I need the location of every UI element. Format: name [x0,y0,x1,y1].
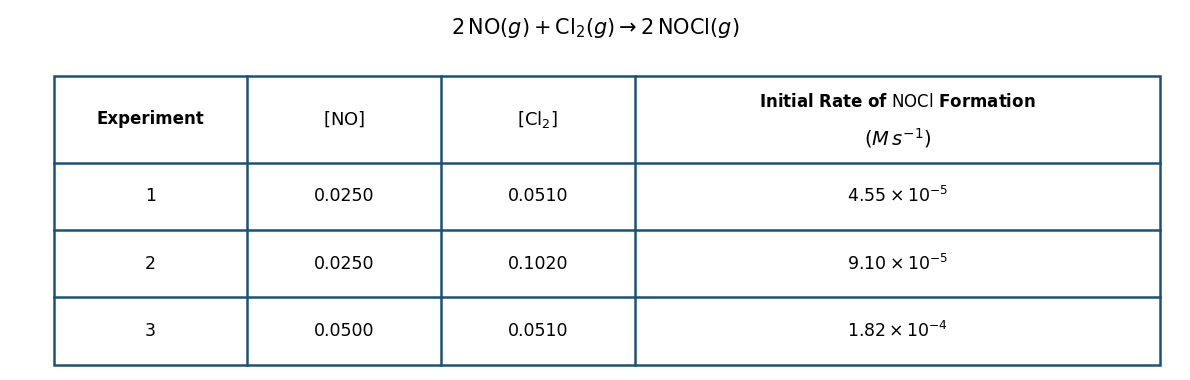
Text: $9.10 \times 10^{-5}$: $9.10 \times 10^{-5}$ [847,254,948,274]
Bar [54,76,1160,365]
Text: 2: 2 [145,255,156,273]
Text: $(M\,s^{-1})$: $(M\,s^{-1})$ [864,126,931,149]
Text: $4.55 \times 10^{-5}$: $4.55 \times 10^{-5}$ [847,186,948,206]
Text: 0.0250: 0.0250 [314,255,375,273]
Text: 0.1020: 0.1020 [507,255,568,273]
Text: Experiment: Experiment [96,110,205,128]
Text: 0.0510: 0.0510 [507,187,568,205]
Text: 3: 3 [145,322,156,340]
Text: 0.0250: 0.0250 [314,187,375,205]
Text: 0.0500: 0.0500 [314,322,375,340]
Text: $2\,\mathrm{NO}(g) + \mathrm{Cl_2}(g) \rightarrow 2\,\mathrm{NOCl}(g)$: $2\,\mathrm{NO}(g) + \mathrm{Cl_2}(g) \r… [451,16,739,41]
Text: 0.0510: 0.0510 [507,322,568,340]
Text: $[\mathrm{NO}]$: $[\mathrm{NO}]$ [322,109,365,129]
Text: $[\mathrm{Cl_2}]$: $[\mathrm{Cl_2}]$ [518,109,558,130]
Text: $\bf{Initial\ Rate\ of\ }$$\mathrm{NOCl}$$\bf{\ Formation}$: $\bf{Initial\ Rate\ of\ }$$\mathrm{NOCl}… [759,93,1035,111]
Text: $1.82 \times 10^{-4}$: $1.82 \times 10^{-4}$ [847,321,948,341]
Text: 1: 1 [145,187,156,205]
